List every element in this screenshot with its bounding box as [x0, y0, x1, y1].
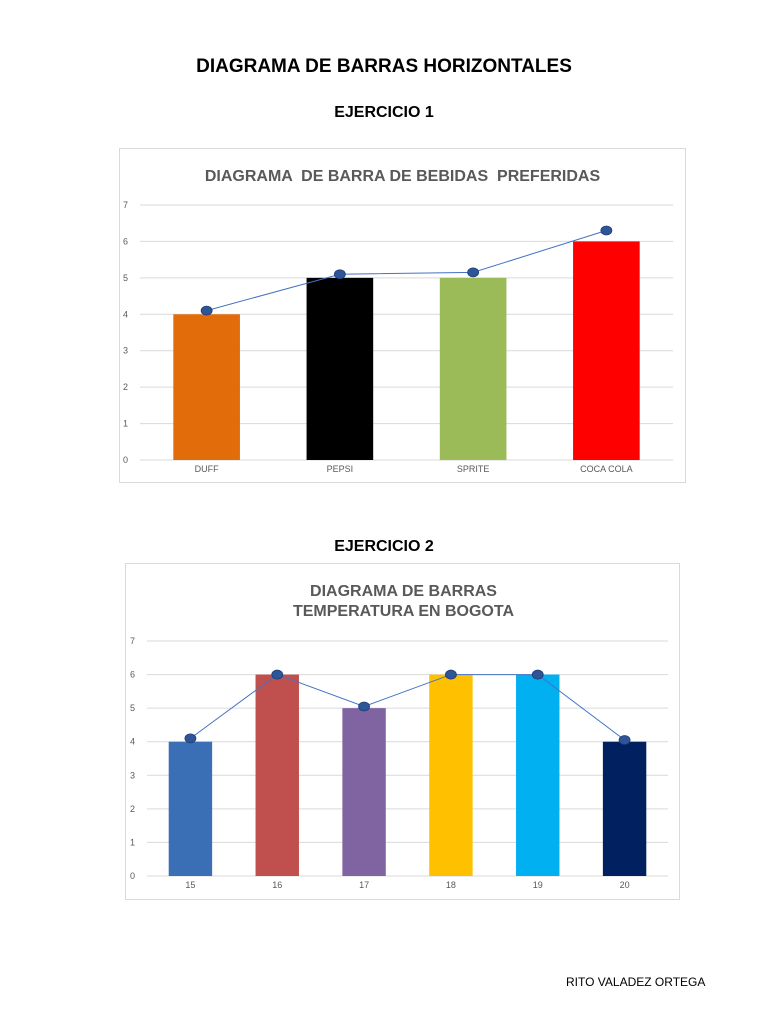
chart-1-x-tick-2: SPRITE — [457, 464, 490, 474]
chart-2-bar-15 — [168, 741, 213, 876]
chart-2-bar-17 — [342, 708, 386, 876]
chart-2-svg: DIAGRAMA DE BARRAS TEMPERATURA EN BOGOTA 0… — [130, 583, 668, 890]
chart-1-y-tick-6: 6 — [123, 236, 128, 246]
chart-2-x-tick-5: 20 — [620, 880, 630, 890]
author-name: RITO VALADEZ ORTEGA — [566, 975, 706, 989]
chart-2-x-tick-4: 19 — [533, 880, 543, 890]
chart-1-y-tick-7: 7 — [123, 200, 128, 210]
chart-2-trend-marker-0 — [184, 733, 197, 744]
chart-1-y-tick-1: 1 — [123, 419, 128, 429]
chart-2-y-tick-7: 7 — [130, 636, 135, 646]
chart-1-bar-duff — [173, 314, 240, 460]
chart-1-trend-line — [206, 230, 607, 312]
chart-2-x-tick-1: 16 — [272, 880, 282, 890]
chart-1-trend-marker-1 — [333, 269, 346, 280]
chart-1-svg: DIAGRAMA DE BARRA DE BEBIDAS PREFERIDAS 0… — [123, 168, 673, 474]
chart-1-x-tick-0: DUFF — [195, 464, 219, 474]
chart-1-x-tick-3: COCA COLA — [580, 464, 633, 474]
chart-2-bar-19 — [516, 674, 560, 876]
chart-1-trend-marker-0 — [200, 305, 213, 316]
chart-1-y-tick-0: 0 — [123, 455, 128, 465]
section-title-ejercicio-1: EJERCICIO 1 — [334, 104, 434, 121]
chart-1-trend-marker-3 — [600, 225, 613, 236]
chart-2-title-line-1: TEMPERATURA EN BOGOTA — [293, 603, 514, 620]
chart-2-y-tick-2: 2 — [130, 804, 135, 814]
chart-2-y-tick-4: 4 — [130, 737, 135, 747]
chart-1-y-tick-4: 4 — [123, 309, 128, 319]
chart-2-x-tick-0: 15 — [185, 880, 195, 890]
chart-2-bar-18 — [429, 674, 473, 876]
chart-2-trend-marker-4 — [531, 669, 544, 680]
chart-2-trend-marker-2 — [358, 701, 370, 712]
chart-1-title-line-0: DIAGRAMA DE BARRA DE BEBIDAS PREFERIDAS — [205, 168, 601, 185]
chart-temperatura-bogota: DIAGRAMA DE BARRAS TEMPERATURA EN BOGOTA 0… — [125, 563, 680, 900]
page-title: DIAGRAMA DE BARRAS HORIZONTALES — [196, 56, 572, 77]
chart-2-y-tick-1: 1 — [130, 837, 135, 847]
chart-2-y-tick-6: 6 — [130, 670, 135, 680]
chart-2-trend-line — [190, 674, 625, 741]
chart-1-y-tick-2: 2 — [123, 382, 128, 392]
chart-1-bar-pepsi — [306, 277, 374, 460]
chart-2-x-tick-3: 18 — [446, 880, 456, 890]
chart-2-y-tick-0: 0 — [130, 871, 135, 881]
chart-1-y-tick-3: 3 — [123, 346, 128, 356]
section-title-ejercicio-2: EJERCICIO 2 — [334, 538, 434, 555]
chart-2-bar-20 — [602, 741, 647, 876]
chart-1-x-tick-1: PEPSI — [327, 464, 354, 474]
chart-2-y-tick-3: 3 — [130, 770, 135, 780]
chart-1-bar-coca-cola — [573, 241, 640, 460]
chart-2-trend-marker-1 — [271, 669, 284, 680]
chart-2-trend-marker-5 — [618, 735, 631, 745]
chart-1-trend-marker-2 — [467, 267, 480, 278]
chart-bebidas-preferidas: DIAGRAMA DE BARRA DE BEBIDAS PREFERIDAS 0… — [119, 148, 686, 483]
chart-2-bar-16 — [255, 674, 299, 876]
chart-2-title-line-0: DIAGRAMA DE BARRAS — [310, 583, 497, 600]
chart-2-x-tick-2: 17 — [359, 880, 369, 890]
chart-2-y-tick-5: 5 — [130, 703, 135, 713]
chart-1-y-tick-5: 5 — [123, 273, 128, 283]
chart-2-trend-marker-3 — [445, 669, 457, 680]
chart-1-bar-sprite — [439, 277, 507, 460]
